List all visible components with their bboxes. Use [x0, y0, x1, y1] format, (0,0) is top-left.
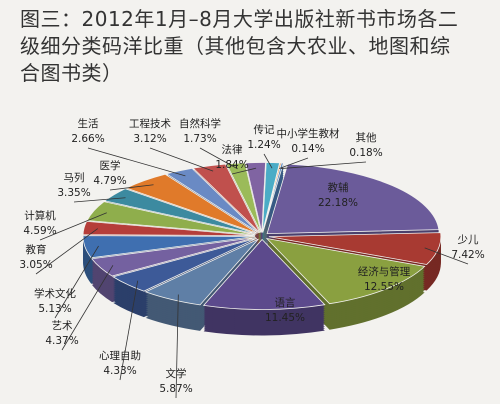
- slice-label: 传记: [254, 124, 275, 136]
- leader-line: [87, 147, 186, 177]
- slice-label: 少儿: [458, 234, 479, 246]
- slice-value-label: 1.84%: [215, 159, 248, 171]
- slice: [192, 163, 261, 233]
- slice-label: 中小学生教材: [277, 127, 340, 140]
- slice-label: 生活: [78, 117, 99, 130]
- slice: [265, 237, 426, 305]
- slice-value-label: 4.33%: [103, 365, 136, 377]
- slice-value-label: 3.05%: [19, 259, 52, 271]
- slice-label: 法律: [222, 143, 243, 156]
- slice-label: 自然科学: [179, 117, 221, 130]
- slice-label: 计算机: [24, 209, 56, 222]
- leader-line: [280, 161, 367, 169]
- slice-label: 教育: [26, 243, 47, 256]
- slice-value-label: 4.59%: [23, 225, 56, 237]
- leader-line: [54, 245, 99, 319]
- leader-line: [175, 294, 179, 399]
- slice-value-label: 4.79%: [93, 175, 126, 187]
- leader-line: [279, 157, 309, 169]
- slice-label: 工程技术: [129, 117, 171, 130]
- slice: [245, 162, 266, 233]
- slice-value-label: 7.42%: [451, 249, 484, 261]
- slice-label: 语言: [275, 296, 296, 309]
- slice-side: [262, 176, 284, 247]
- leader-line: [263, 153, 273, 169]
- slice-side: [262, 174, 284, 245]
- slice: [202, 238, 326, 310]
- chart-title: 图三：2012年1月–8月大学出版社新书市场各二级细分类码洋比重（其他包含大农业…: [20, 7, 459, 85]
- slice-value-label: 1.24%: [247, 139, 280, 151]
- slice-label: 教辅: [328, 181, 349, 194]
- slice-value-label: 3.12%: [133, 133, 166, 145]
- slice: [225, 162, 262, 233]
- slice-value-label: 22.18%: [318, 197, 358, 209]
- slice-value-label: 11.45%: [265, 312, 305, 324]
- slice-label: 艺术: [52, 320, 73, 332]
- slice-label: 医学: [100, 159, 121, 172]
- slice-value-label: 5.13%: [38, 303, 71, 315]
- slice-value-label: 0.14%: [291, 143, 324, 155]
- slice-label: 学术文化: [34, 287, 76, 300]
- leader-line: [39, 212, 107, 241]
- leader-line: [149, 147, 214, 172]
- slice-value-label: 0.18%: [349, 147, 382, 159]
- slice: [268, 232, 442, 265]
- leader-line: [73, 197, 126, 203]
- slice: [262, 162, 284, 233]
- slice: [112, 237, 257, 292]
- slice-label: 马列: [64, 171, 85, 184]
- leader-line: [424, 247, 469, 265]
- leader-line: [109, 184, 154, 191]
- slice-label: 其他: [356, 131, 377, 144]
- leader-line: [35, 228, 98, 275]
- leader-line: [199, 147, 238, 170]
- slice-side: [262, 164, 284, 235]
- slice-value-label: 3.35%: [57, 187, 90, 199]
- slice-value-label: 1.73%: [183, 133, 216, 145]
- slice-label: 经济与管理: [358, 265, 411, 278]
- leader-line: [61, 265, 114, 351]
- slice: [91, 237, 256, 277]
- slice-side: [262, 166, 284, 237]
- slice-value-label: 4.37%: [45, 335, 78, 347]
- leader-line: [119, 280, 139, 381]
- slice-value-label: 5.87%: [159, 383, 192, 395]
- slice-label: 文学: [166, 367, 187, 380]
- slice-value-label: 12.55%: [364, 281, 404, 293]
- slice: [165, 167, 260, 234]
- slice-side: [262, 170, 284, 241]
- slice-label: 心理自助: [99, 349, 141, 362]
- slice: [144, 238, 259, 306]
- slice-side: [262, 172, 284, 243]
- slice: [103, 188, 257, 235]
- slice-side: [262, 168, 284, 239]
- leader-line: [231, 167, 257, 175]
- slice-value-label: 2.66%: [71, 133, 104, 145]
